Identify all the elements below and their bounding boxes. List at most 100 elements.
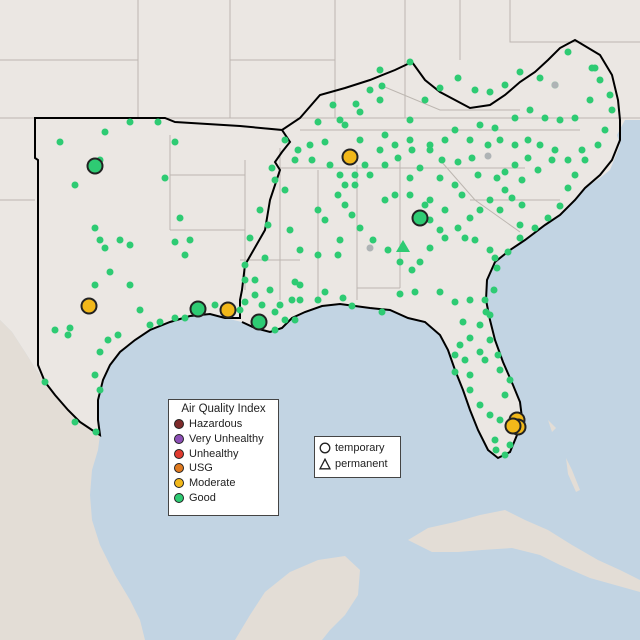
good-site-marker[interactable] xyxy=(391,191,399,199)
large-good-site-marker[interactable] xyxy=(411,209,429,227)
good-site-marker[interactable] xyxy=(356,224,364,232)
good-site-marker[interactable] xyxy=(506,376,514,384)
good-site-marker[interactable] xyxy=(493,264,501,272)
good-site-marker[interactable] xyxy=(396,290,404,298)
good-site-marker[interactable] xyxy=(186,236,194,244)
good-site-marker[interactable] xyxy=(66,324,74,332)
good-site-marker[interactable] xyxy=(536,74,544,82)
good-site-marker[interactable] xyxy=(408,146,416,154)
good-site-marker[interactable] xyxy=(258,301,266,309)
good-site-marker[interactable] xyxy=(491,124,499,132)
good-site-marker[interactable] xyxy=(466,296,474,304)
good-site-marker[interactable] xyxy=(486,246,494,254)
good-site-marker[interactable] xyxy=(466,334,474,342)
good-site-marker[interactable] xyxy=(416,258,424,266)
good-site-marker[interactable] xyxy=(91,281,99,289)
good-site-marker[interactable] xyxy=(251,276,259,284)
good-site-marker[interactable] xyxy=(564,184,572,192)
good-site-marker[interactable] xyxy=(486,336,494,344)
no-data-site-marker[interactable] xyxy=(484,152,492,160)
good-site-marker[interactable] xyxy=(406,191,414,199)
good-site-marker[interactable] xyxy=(91,224,99,232)
good-site-marker[interactable] xyxy=(314,296,322,304)
good-site-marker[interactable] xyxy=(241,261,249,269)
good-site-marker[interactable] xyxy=(341,201,349,209)
large-moderate-site-marker[interactable] xyxy=(80,297,98,315)
good-site-marker[interactable] xyxy=(376,146,384,154)
good-site-marker[interactable] xyxy=(471,86,479,94)
good-site-marker[interactable] xyxy=(101,244,109,252)
good-site-marker[interactable] xyxy=(476,121,484,129)
good-site-marker[interactable] xyxy=(56,138,64,146)
good-site-marker[interactable] xyxy=(408,266,416,274)
good-site-marker[interactable] xyxy=(548,156,556,164)
good-site-marker[interactable] xyxy=(438,156,446,164)
good-site-marker[interactable] xyxy=(481,296,489,304)
good-site-marker[interactable] xyxy=(518,176,526,184)
good-site-marker[interactable] xyxy=(378,82,386,90)
large-good-site-marker[interactable] xyxy=(86,157,104,175)
good-site-marker[interactable] xyxy=(294,146,302,154)
good-site-marker[interactable] xyxy=(181,251,189,259)
good-site-marker[interactable] xyxy=(436,288,444,296)
good-site-marker[interactable] xyxy=(92,428,100,436)
good-site-marker[interactable] xyxy=(501,391,509,399)
good-site-marker[interactable] xyxy=(366,171,374,179)
good-site-marker[interactable] xyxy=(71,181,79,189)
no-data-site-marker[interactable] xyxy=(366,244,374,252)
good-site-marker[interactable] xyxy=(336,236,344,244)
good-site-marker[interactable] xyxy=(516,221,524,229)
good-site-marker[interactable] xyxy=(461,356,469,364)
good-site-marker[interactable] xyxy=(321,216,329,224)
good-site-marker[interactable] xyxy=(71,418,79,426)
good-site-marker[interactable] xyxy=(91,371,99,379)
good-site-marker[interactable] xyxy=(531,224,539,232)
good-site-marker[interactable] xyxy=(286,226,294,234)
good-site-marker[interactable] xyxy=(524,136,532,144)
good-site-marker[interactable] xyxy=(436,226,444,234)
good-site-marker[interactable] xyxy=(516,68,524,76)
good-site-marker[interactable] xyxy=(459,318,467,326)
good-site-marker[interactable] xyxy=(126,281,134,289)
good-site-marker[interactable] xyxy=(458,191,466,199)
good-site-marker[interactable] xyxy=(351,181,359,189)
good-site-marker[interactable] xyxy=(241,276,249,284)
good-site-marker[interactable] xyxy=(492,446,500,454)
good-site-marker[interactable] xyxy=(266,286,274,294)
good-site-marker[interactable] xyxy=(491,436,499,444)
good-site-marker[interactable] xyxy=(352,100,360,108)
good-site-marker[interactable] xyxy=(154,118,162,126)
good-site-marker[interactable] xyxy=(171,314,179,322)
good-site-marker[interactable] xyxy=(411,288,419,296)
good-site-marker[interactable] xyxy=(504,248,512,256)
good-site-marker[interactable] xyxy=(51,326,59,334)
good-site-marker[interactable] xyxy=(496,366,504,374)
good-site-marker[interactable] xyxy=(451,126,459,134)
good-site-marker[interactable] xyxy=(314,251,322,259)
good-site-marker[interactable] xyxy=(171,138,179,146)
good-site-marker[interactable] xyxy=(271,308,279,316)
permanent-site-triangle[interactable] xyxy=(396,240,410,252)
good-site-marker[interactable] xyxy=(564,156,572,164)
good-site-marker[interactable] xyxy=(471,236,479,244)
good-site-marker[interactable] xyxy=(356,108,364,116)
good-site-marker[interactable] xyxy=(496,416,504,424)
good-site-marker[interactable] xyxy=(454,158,462,166)
good-site-marker[interactable] xyxy=(556,202,564,210)
good-site-marker[interactable] xyxy=(421,201,429,209)
good-site-marker[interactable] xyxy=(506,441,514,449)
good-site-marker[interactable] xyxy=(556,116,564,124)
good-site-marker[interactable] xyxy=(594,141,602,149)
good-site-marker[interactable] xyxy=(126,241,134,249)
good-site-marker[interactable] xyxy=(451,181,459,189)
good-site-marker[interactable] xyxy=(486,311,494,319)
good-site-marker[interactable] xyxy=(591,64,599,72)
good-site-marker[interactable] xyxy=(491,254,499,262)
good-site-marker[interactable] xyxy=(281,186,289,194)
good-site-marker[interactable] xyxy=(596,76,604,84)
good-site-marker[interactable] xyxy=(541,114,549,122)
good-site-marker[interactable] xyxy=(534,166,542,174)
good-site-marker[interactable] xyxy=(394,154,402,162)
good-site-marker[interactable] xyxy=(348,302,356,310)
